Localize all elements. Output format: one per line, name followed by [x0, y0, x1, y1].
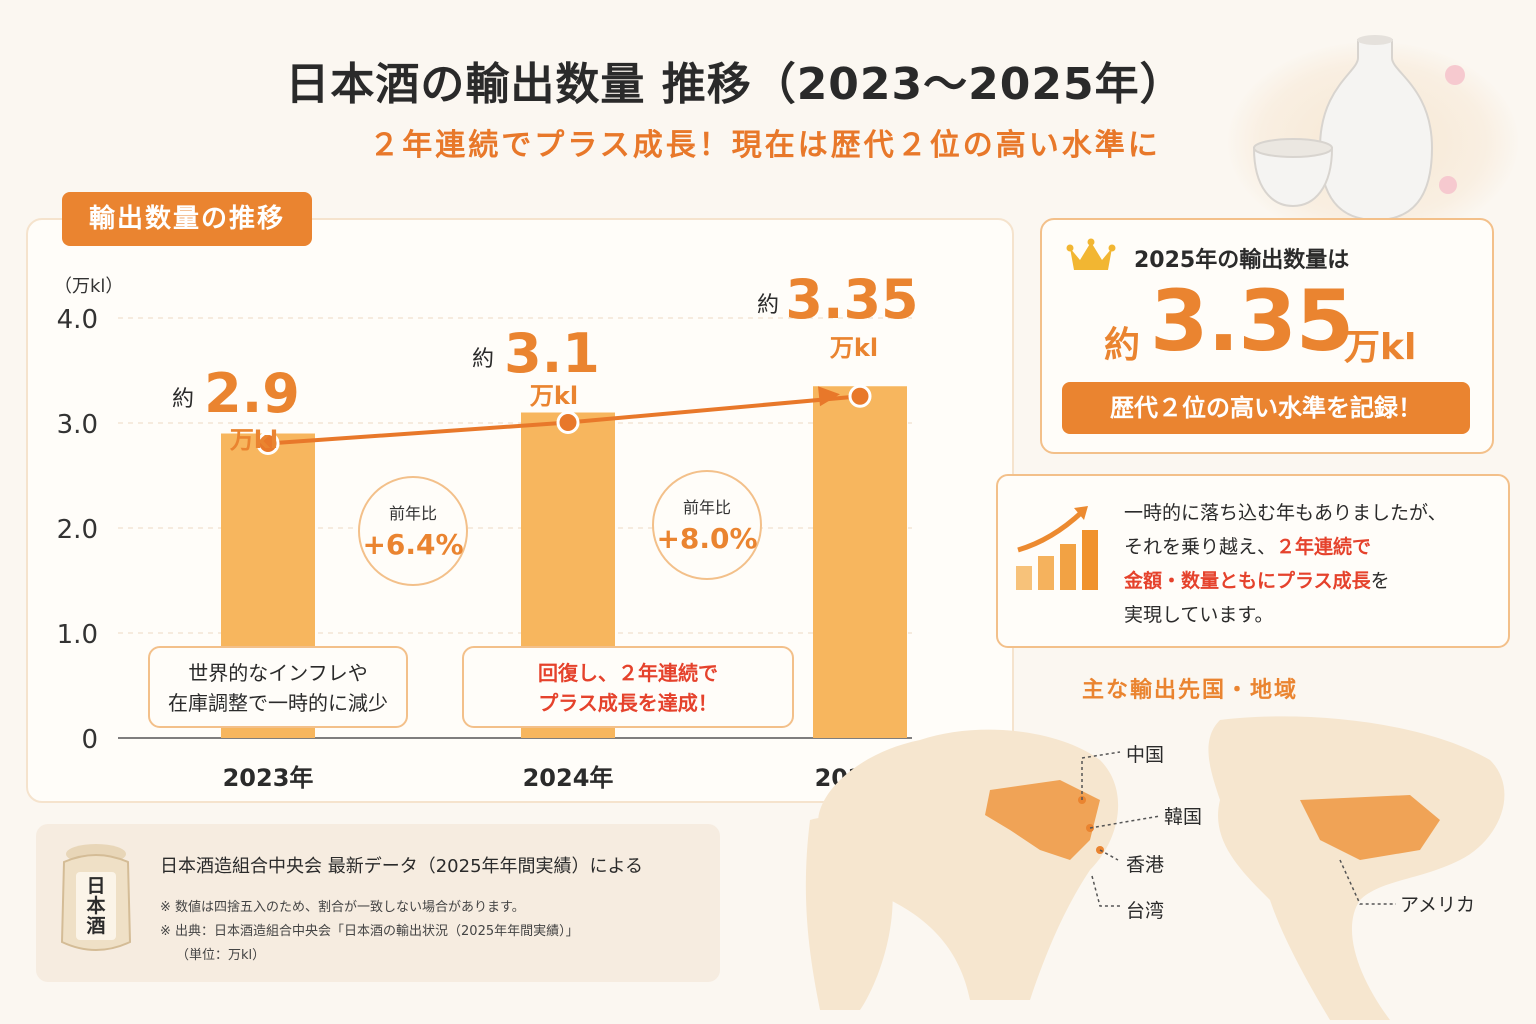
- yoy-value: +6.4%: [362, 528, 464, 561]
- value-label: 3.35: [785, 268, 918, 331]
- value-unit: 万kl: [530, 382, 578, 410]
- y-tick-label: 4.0: [57, 305, 98, 335]
- highlight-banner: 歴代２位の高い水準を記録！: [1062, 382, 1470, 434]
- value-unit: 万kl: [230, 426, 278, 454]
- annotation-line: プラス成長を達成！: [538, 691, 718, 715]
- source-panel: [36, 824, 720, 982]
- description-fragment: それを乗り越え、: [1124, 536, 1277, 558]
- description-emphasis: ２年連続で: [1276, 536, 1372, 558]
- x-tick-label: 2024年: [523, 764, 614, 792]
- country-label-hongkong: 香港: [1126, 854, 1165, 876]
- description-text: 一時的に落ち込む年もありましたが、 それを乗り越え、２年連続で 金額・数量ともに…: [1124, 496, 1504, 632]
- value-prefix: 約: [172, 387, 194, 412]
- source-note-1: ※ 数値は四捨五入のため、割合が一致しない場合があります。: [160, 900, 525, 915]
- value-label: 2.9: [204, 362, 300, 425]
- trend-arrow-head: [818, 386, 840, 407]
- crown-icon: [1066, 238, 1116, 270]
- highlight-prefix: 約: [1104, 325, 1141, 366]
- yoy-badge-2024: 前年比 +6.4%: [358, 476, 468, 586]
- bar: [813, 386, 907, 738]
- source-note-2: ※ 出典：日本酒造組合中央会「日本酒の輸出状況（2025年年間実績）」: [160, 924, 579, 939]
- highlight-unit: 万kl: [1344, 327, 1417, 368]
- annotation-line: 回復し、２年連続で: [538, 661, 718, 685]
- yoy-label: 前年比: [682, 498, 731, 517]
- y-tick-label: 1.0: [57, 620, 98, 650]
- map-title: 主な輸出先国・地域: [1082, 678, 1299, 703]
- trend-point: [848, 384, 872, 408]
- x-tick-label: 2023年: [223, 764, 314, 792]
- yoy-badge-2025: 前年比 +8.0%: [652, 470, 762, 580]
- description-line: 実現しています。: [1124, 604, 1274, 626]
- sake-barrel-icon: [60, 844, 132, 951]
- barrel-label: 日本酒: [86, 875, 106, 937]
- country-label-usa: アメリカ: [1400, 894, 1476, 916]
- description-fragment: を: [1370, 570, 1390, 592]
- source-main: 日本酒造組合中央会 最新データ（2025年年間実績）による: [160, 856, 643, 877]
- chart-tag: 輸出数量の推移: [62, 192, 312, 246]
- trend-point: [256, 432, 280, 455]
- country-label-taiwan: 台湾: [1126, 900, 1165, 922]
- value-unit: 万kl: [830, 334, 878, 362]
- highlight-label: 2025年の輸出数量は: [1134, 248, 1350, 273]
- description-line: それを乗り越え、２年連続で: [1124, 530, 1504, 564]
- page-subtitle: ２年連続でプラス成長！現在は歴代２位の高い水準に: [369, 128, 1161, 163]
- annotation-2023: 世界的なインフレや 在庫調整で一時的に減少: [148, 646, 408, 728]
- description-line: 一時的に落ち込む年もありましたが、: [1124, 502, 1447, 524]
- yoy-value: +8.0%: [656, 522, 758, 555]
- country-label-korea: 韓国: [1164, 806, 1203, 828]
- yoy-label: 前年比: [388, 504, 437, 523]
- y-tick-label: 3.0: [57, 410, 98, 440]
- y-tick-label: 2.0: [57, 515, 98, 545]
- source-note-3: （単位：万kl）: [176, 948, 266, 963]
- description-panel: [996, 474, 1510, 648]
- description-line: 金額・数量ともにプラス成長を: [1124, 564, 1504, 598]
- y-unit-label: （万kl）: [54, 276, 123, 297]
- value-prefix: 約: [757, 293, 779, 318]
- y-tick-label: 0: [81, 725, 98, 755]
- annotation-line: 世界的なインフレや: [188, 661, 368, 685]
- description-emphasis: 金額・数量ともにプラス成長: [1124, 570, 1371, 592]
- country-label-china: 中国: [1126, 744, 1165, 766]
- value-label: 3.1: [504, 322, 600, 385]
- page-title: 日本酒の輸出数量 推移（2023～2025年）: [285, 59, 1185, 110]
- annotation-2024: 回復し、２年連続で プラス成長を達成！: [462, 646, 794, 728]
- growth-chart-icon: [1016, 506, 1098, 590]
- trend-point: [556, 411, 580, 434]
- annotation-line: 在庫調整で一時的に減少: [168, 691, 388, 715]
- highlight-value: 3.35: [1150, 272, 1354, 370]
- value-prefix: 約: [472, 347, 494, 372]
- world-map: [805, 716, 1505, 1020]
